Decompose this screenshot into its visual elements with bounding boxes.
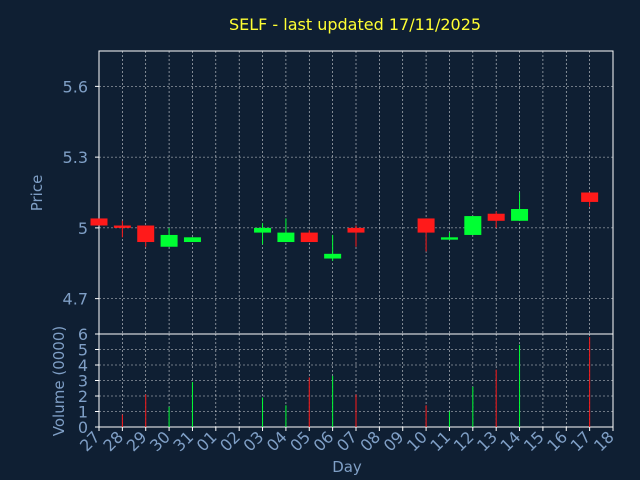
candle-body-17 bbox=[581, 192, 599, 202]
price-panel: 4.7 5 5.3 5.6 Price bbox=[28, 50, 614, 335]
candle-body-10 bbox=[417, 218, 435, 233]
volume-tick-label: 6 bbox=[78, 325, 88, 344]
volume-bar-series bbox=[121, 337, 591, 427]
candle-body-11 bbox=[440, 237, 458, 240]
candle-body-31 bbox=[183, 237, 201, 243]
volume-tick-label: 1 bbox=[78, 403, 88, 422]
chart-title: SELF - last updated 17/11/2025 bbox=[229, 15, 481, 34]
price-tick-label: 5.6 bbox=[63, 77, 88, 96]
volume-tick-label: 3 bbox=[78, 372, 88, 391]
volume-tick-label: 5 bbox=[78, 341, 88, 360]
candle-body-12 bbox=[464, 216, 482, 235]
price-y-ticks: 4.7 5 5.3 5.6 bbox=[63, 77, 99, 309]
candle-body-27 bbox=[90, 218, 108, 226]
price-tick-label: 5 bbox=[78, 219, 88, 238]
candle-body-03 bbox=[254, 227, 272, 233]
price-gridlines bbox=[99, 51, 613, 334]
candle-body-07 bbox=[347, 227, 365, 233]
candle-body-29 bbox=[137, 225, 155, 243]
candle-body-06 bbox=[324, 253, 342, 259]
day-x-ticks: 2728293031010203040506070809101112131415… bbox=[76, 427, 618, 455]
candle-body-30 bbox=[160, 234, 178, 247]
volume-axis-label: Volume (0000) bbox=[50, 326, 68, 436]
day-tick-label: 18 bbox=[590, 427, 618, 455]
candlestick-series bbox=[90, 192, 599, 261]
candle-body-13 bbox=[487, 213, 505, 221]
day-axis-label: Day bbox=[332, 458, 362, 476]
candle-body-28 bbox=[113, 225, 131, 228]
volume-tick-label: 0 bbox=[78, 418, 88, 437]
price-tick-label: 5.3 bbox=[63, 148, 88, 167]
price-axis-label: Price bbox=[28, 175, 46, 212]
volume-tick-label: 2 bbox=[78, 387, 88, 406]
candle-body-04 bbox=[277, 232, 295, 243]
candle-body-14 bbox=[511, 209, 529, 221]
price-tick-label: 4.7 bbox=[63, 290, 88, 309]
volume-tick-label: 4 bbox=[78, 356, 88, 375]
candle-body-05 bbox=[300, 232, 318, 243]
